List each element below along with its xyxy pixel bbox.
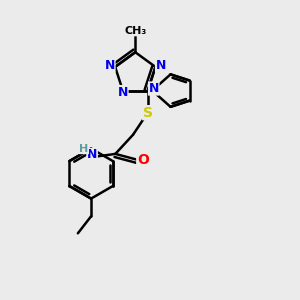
Text: N: N	[148, 82, 159, 95]
Text: N: N	[118, 85, 128, 99]
Text: O: O	[137, 153, 149, 167]
Text: N: N	[156, 59, 166, 72]
Text: S: S	[143, 106, 153, 120]
Text: N: N	[87, 148, 97, 161]
Text: N: N	[105, 59, 115, 72]
Text: CH₃: CH₃	[124, 26, 146, 36]
Text: H: H	[79, 144, 88, 154]
